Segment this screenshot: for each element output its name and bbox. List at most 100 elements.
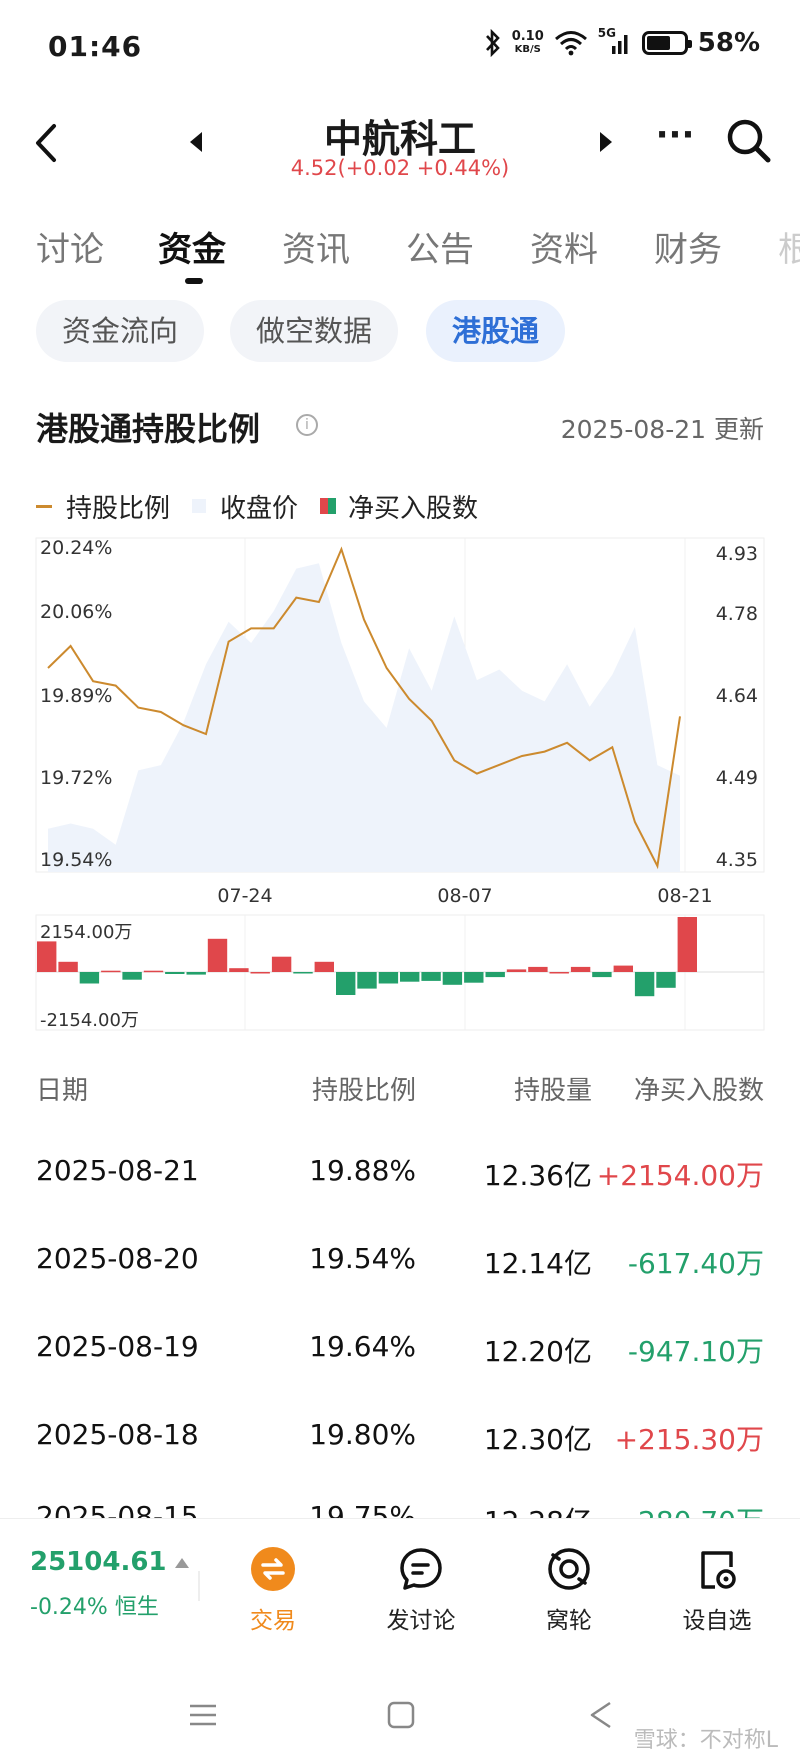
table-row[interactable]: 2025-08-21 19.88% 12.36亿 +2154.00万 xyxy=(36,1154,764,1200)
right-axis-tick: 4.93 xyxy=(716,543,758,565)
net-buy-bar xyxy=(677,917,697,972)
tab-financials[interactable]: 财务 xyxy=(654,230,722,270)
bar-swatch-icon xyxy=(320,498,337,514)
row-net-buy: +2154.00万 xyxy=(596,1159,764,1192)
stock-price: 4.52(+0.02 +0.44%) xyxy=(290,156,510,180)
hang-seng-index[interactable]: 25104.61 -0.24% 恒生 xyxy=(30,1547,190,1621)
prev-stock-icon[interactable] xyxy=(186,130,206,154)
right-axis-tick: 4.35 xyxy=(716,849,758,871)
row-net-buy: -617.40万 xyxy=(627,1247,764,1280)
net-buy-bar xyxy=(143,970,164,973)
row-date: 2025-08-20 xyxy=(36,1242,199,1275)
left-axis-tick: 20.06% xyxy=(40,601,112,623)
net-buy-bar xyxy=(656,972,676,988)
left-axis-tick: 19.54% xyxy=(40,849,112,871)
nav-trade[interactable]: 交易 xyxy=(218,1545,328,1635)
net-buy-bar xyxy=(271,956,292,972)
net-buy-bar xyxy=(293,972,313,974)
stock-header: 中航科工 4.52(+0.02 +0.44%) ··· xyxy=(0,100,800,200)
table-row[interactable]: 2025-08-15 19.75% 12.28亿 -280.70万 xyxy=(36,1500,764,1533)
legend-net-buy-label: 净买入股数 xyxy=(348,493,479,524)
more-icon[interactable]: ··· xyxy=(655,115,695,155)
net-buy-bar xyxy=(378,972,399,984)
row-ratio: 19.75% xyxy=(309,1500,416,1533)
net-buy-bar xyxy=(122,972,142,980)
system-nav-bar xyxy=(0,1670,800,1759)
legend-holding-ratio[interactable]: 持股比例 xyxy=(36,488,170,525)
back-nav-icon[interactable] xyxy=(586,1700,616,1730)
net-buy-bar xyxy=(229,968,249,972)
chat-bubble-icon xyxy=(400,1548,442,1590)
stock-name: 中航科工 xyxy=(323,117,476,161)
net-speed-value: 0.10 xyxy=(511,29,544,44)
status-icons: 0.10 KB/S 5G 58% xyxy=(484,26,760,58)
legend-close-price[interactable]: 收盘价 xyxy=(192,488,298,525)
net-buy-bar xyxy=(613,965,633,972)
signal-icon: 5G xyxy=(598,26,632,56)
battery-level: 58% xyxy=(697,28,760,58)
net-buy-bar xyxy=(485,972,505,978)
holding-ratio-line xyxy=(47,546,681,870)
chart-legend: 持股比例 收盘价 净买入股数 xyxy=(36,486,500,526)
subtab-stock-connect[interactable]: 港股通 xyxy=(426,300,566,362)
subtab-short-data[interactable]: 做空数据 xyxy=(230,300,399,362)
nav-warrants[interactable]: 窝轮 xyxy=(514,1545,624,1635)
tab-news[interactable]: 资讯 xyxy=(282,230,350,270)
watchlist-icon xyxy=(701,1551,736,1589)
row-ratio: 19.80% xyxy=(309,1418,416,1451)
row-qty: 12.14亿 xyxy=(483,1247,592,1280)
x-axis-tick: 07-24 xyxy=(217,885,272,907)
net-buy-bar xyxy=(186,972,206,975)
left-axis-tick: 19.72% xyxy=(40,767,112,789)
legend-net-buy[interactable]: 净买入股数 xyxy=(320,488,478,525)
table-row[interactable]: 2025-08-20 19.54% 12.14亿 -617.40万 xyxy=(36,1242,764,1288)
index-value: 25104.61 xyxy=(30,1547,167,1577)
net-buy-bar xyxy=(207,938,228,972)
nav-post-discussion[interactable]: 发讨论 xyxy=(366,1545,476,1635)
info-icon[interactable]: i xyxy=(296,414,318,436)
section-title: 港股通持股比例 xyxy=(36,410,261,448)
row-qty: 12.30亿 xyxy=(483,1423,592,1456)
tab-announcements[interactable]: 公告 xyxy=(406,230,474,270)
tab-profile[interactable]: 资料 xyxy=(530,230,598,270)
tab-discussion[interactable]: 讨论 xyxy=(36,230,104,270)
wifi-icon xyxy=(554,31,587,56)
tab-capital[interactable]: 资金 xyxy=(158,230,226,270)
bluetooth-icon xyxy=(485,29,500,57)
net-buy-bar xyxy=(58,961,78,972)
main-tabs: 讨论 资金 资讯 公告 资料 财务 根 xyxy=(0,222,800,282)
net-buy-bar xyxy=(421,972,441,981)
subtab-capital-flow[interactable]: 资金流向 xyxy=(36,300,205,362)
net-buy-bar xyxy=(506,969,527,972)
close-price-area xyxy=(48,563,680,872)
next-stock-icon[interactable] xyxy=(596,130,616,154)
tab-more[interactable]: 根 xyxy=(778,230,800,270)
net-buy-bar xyxy=(634,972,655,997)
index-value-row: 25104.61 xyxy=(30,1547,190,1577)
nav-trade-label: 交易 xyxy=(250,1608,296,1634)
home-icon[interactable] xyxy=(386,1700,416,1730)
header-qty: 持股量 xyxy=(513,1076,592,1106)
nav-add-watchlist-label: 设自选 xyxy=(682,1608,752,1634)
menu-icon[interactable] xyxy=(188,1700,218,1730)
table-header: 日期 持股比例 持股量 净买入股数 xyxy=(36,1070,764,1110)
net-buy-bar xyxy=(442,972,463,985)
net-speed-unit: KB/S xyxy=(514,44,541,55)
update-time: 2025-08-21 更新 xyxy=(560,415,764,444)
back-icon[interactable] xyxy=(26,118,66,168)
bottom-bar: 25104.61 -0.24% 恒生 交易 发讨论 窝轮 设自选 xyxy=(0,1518,800,1648)
table-row[interactable]: 2025-08-18 19.80% 12.30亿 +215.30万 xyxy=(36,1418,764,1464)
net-buy-bar xyxy=(357,972,377,989)
net-buy-bar xyxy=(549,972,569,974)
watermark: 雪球：不对称L xyxy=(633,1728,778,1753)
net-buy-bar xyxy=(336,972,356,995)
table-row[interactable]: 2025-08-19 19.64% 12.20亿 -947.10万 xyxy=(36,1330,764,1376)
holding-ratio-chart[interactable]: 20.24% 20.06% 19.89% 19.72% 19.54% 4.93 4.78 4.… xyxy=(0,530,800,1040)
net-buy-bar xyxy=(79,972,100,984)
x-axis-tick: 08-07 xyxy=(437,885,492,907)
search-icon[interactable] xyxy=(724,116,774,166)
battery-icon xyxy=(641,31,692,55)
trade-icon xyxy=(251,1547,295,1591)
header-net-buy: 净买入股数 xyxy=(633,1076,764,1106)
nav-add-watchlist[interactable]: 设自选 xyxy=(662,1545,772,1635)
